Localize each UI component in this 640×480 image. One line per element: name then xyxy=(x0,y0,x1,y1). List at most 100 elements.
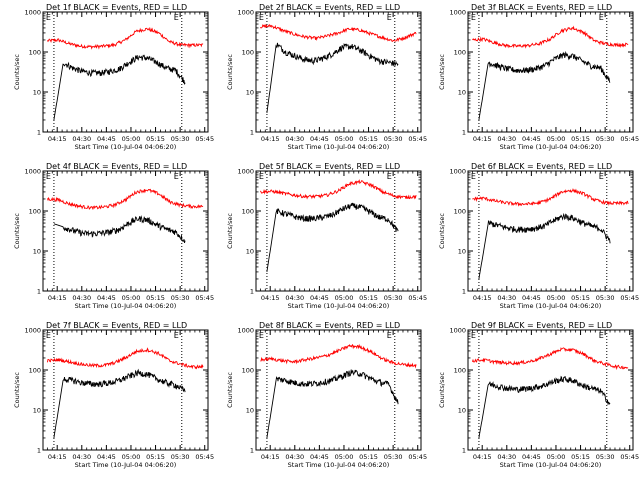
y-tick-label: 1000 xyxy=(24,327,41,335)
y-tick-label: 10 xyxy=(246,407,254,415)
detector-panel: Det 3f BLACK = Events, RED = LLD 1 10 100 10… xyxy=(438,3,639,151)
event-marker-label: E xyxy=(259,172,264,181)
events-series-line xyxy=(53,368,186,439)
x-tick-label: 05:00 xyxy=(547,453,566,461)
y-tick-label: 1 xyxy=(250,129,254,137)
detector-panel: Det 6f BLACK = Events, RED = LLD 1 10 100 10… xyxy=(438,162,639,310)
y-tick-label: 1 xyxy=(37,447,41,455)
x-tick-label: 04:30 xyxy=(285,453,304,461)
x-tick-label: 04:15 xyxy=(48,453,67,461)
event-marker-label: E xyxy=(174,331,179,340)
lld-series-line xyxy=(260,343,417,369)
event-marker-label: E xyxy=(46,13,51,22)
panel-title: Det 2f BLACK = Events, RED = LLD xyxy=(259,3,400,12)
x-tick-label: 05:00 xyxy=(547,135,566,143)
x-tick-label: 05:15 xyxy=(571,453,590,461)
lld-series-line xyxy=(260,23,417,43)
y-tick-label: 1 xyxy=(462,447,466,455)
y-tick-label: 100 xyxy=(242,208,254,216)
x-tick-label: 05:45 xyxy=(620,135,639,143)
lld-series-line xyxy=(471,347,629,371)
y-tick-label: 10 xyxy=(458,89,466,97)
x-tick-label: 04:30 xyxy=(72,135,91,143)
x-tick-label: 05:30 xyxy=(596,294,615,302)
panel-title: Det 8f BLACK = Events, RED = LLD xyxy=(259,321,400,330)
x-tick-label: 05:45 xyxy=(195,294,214,302)
x-tick-label: 05:00 xyxy=(122,294,141,302)
x-tick-label: 05:45 xyxy=(620,294,639,302)
x-tick-label: 04:15 xyxy=(261,135,280,143)
events-series-line xyxy=(266,202,399,272)
x-tick-label: 04:15 xyxy=(473,294,492,302)
events-series-line xyxy=(478,375,611,439)
y-tick-label: 1000 xyxy=(24,9,41,17)
y-tick-label: 10 xyxy=(246,89,254,97)
y-tick-label: 1000 xyxy=(449,327,466,335)
y-axis-label: Counts/sec xyxy=(13,213,21,249)
events-series-line xyxy=(53,215,186,244)
event-marker-label: E xyxy=(259,331,264,340)
x-tick-label: 04:15 xyxy=(473,453,492,461)
lld-series-line xyxy=(46,347,204,370)
detector-panel: Det 5f BLACK = Events, RED = LLD 1 10 100 10… xyxy=(226,162,427,310)
detector-panel: Det 7f BLACK = Events, RED = LLD 1 10 100 10… xyxy=(13,321,214,469)
x-tick-label: 05:15 xyxy=(359,294,378,302)
event-marker-label: E xyxy=(174,13,179,22)
event-marker-label: E xyxy=(599,13,604,22)
panel-title: Det 9f BLACK = Events, RED = LLD xyxy=(471,321,612,330)
y-tick-label: 100 xyxy=(454,367,466,375)
x-tick-label: 04:45 xyxy=(97,135,116,143)
x-tick-label: 05:30 xyxy=(171,453,190,461)
y-axis-label: Counts/sec xyxy=(226,54,234,90)
x-axis-label: Start Time (10-Jul-04 04:06:20) xyxy=(75,461,177,469)
y-tick-label: 100 xyxy=(29,367,41,375)
x-tick-label: 05:00 xyxy=(335,453,354,461)
lld-series-line xyxy=(47,27,204,50)
y-tick-label: 1000 xyxy=(449,168,466,176)
x-tick-label: 04:45 xyxy=(522,294,541,302)
x-tick-label: 04:45 xyxy=(522,135,541,143)
plot-frame xyxy=(467,11,634,133)
x-tick-label: 04:15 xyxy=(48,294,67,302)
x-tick-label: 04:15 xyxy=(473,135,492,143)
event-marker-label: E xyxy=(46,331,51,340)
y-tick-label: 100 xyxy=(242,49,254,57)
event-marker-label: E xyxy=(599,331,604,340)
y-axis-label: Counts/sec xyxy=(13,54,21,90)
x-tick-label: 04:45 xyxy=(310,453,329,461)
plot-frame xyxy=(42,329,209,451)
lld-series-line xyxy=(46,188,204,210)
y-tick-label: 1000 xyxy=(237,9,254,17)
plot-frame xyxy=(42,170,209,292)
x-tick-label: 04:45 xyxy=(310,294,329,302)
x-axis-label: Start Time (10-Jul-04 04:06:20) xyxy=(500,143,602,151)
y-tick-label: 100 xyxy=(242,367,254,375)
y-axis-label: Counts/sec xyxy=(438,213,446,249)
x-tick-label: 05:15 xyxy=(571,294,590,302)
y-tick-label: 10 xyxy=(458,407,466,415)
y-tick-label: 10 xyxy=(33,248,41,256)
y-axis-label: Counts/sec xyxy=(13,372,21,408)
events-series-line xyxy=(266,42,399,113)
detector-panel: Det 1f BLACK = Events, RED = LLD 1 10 100 10… xyxy=(13,3,214,151)
events-series-line xyxy=(53,54,186,121)
x-tick-label: 05:45 xyxy=(408,135,427,143)
event-marker-label: E xyxy=(471,172,476,181)
events-series-line xyxy=(478,212,611,280)
x-tick-label: 05:30 xyxy=(171,294,190,302)
x-tick-label: 04:30 xyxy=(72,453,91,461)
x-tick-label: 05:30 xyxy=(384,294,403,302)
y-tick-label: 100 xyxy=(454,49,466,57)
x-tick-label: 04:30 xyxy=(497,135,516,143)
x-tick-label: 04:30 xyxy=(285,135,304,143)
event-marker-label: E xyxy=(46,172,51,181)
panel-title: Det 5f BLACK = Events, RED = LLD xyxy=(259,162,400,171)
x-axis-label: Start Time (10-Jul-04 04:06:20) xyxy=(288,461,390,469)
x-tick-label: 05:00 xyxy=(122,453,141,461)
y-tick-label: 10 xyxy=(458,248,466,256)
plot-frame xyxy=(255,170,422,292)
y-axis-label: Counts/sec xyxy=(226,213,234,249)
events-series-line xyxy=(478,50,611,121)
plot-frame xyxy=(255,329,422,451)
